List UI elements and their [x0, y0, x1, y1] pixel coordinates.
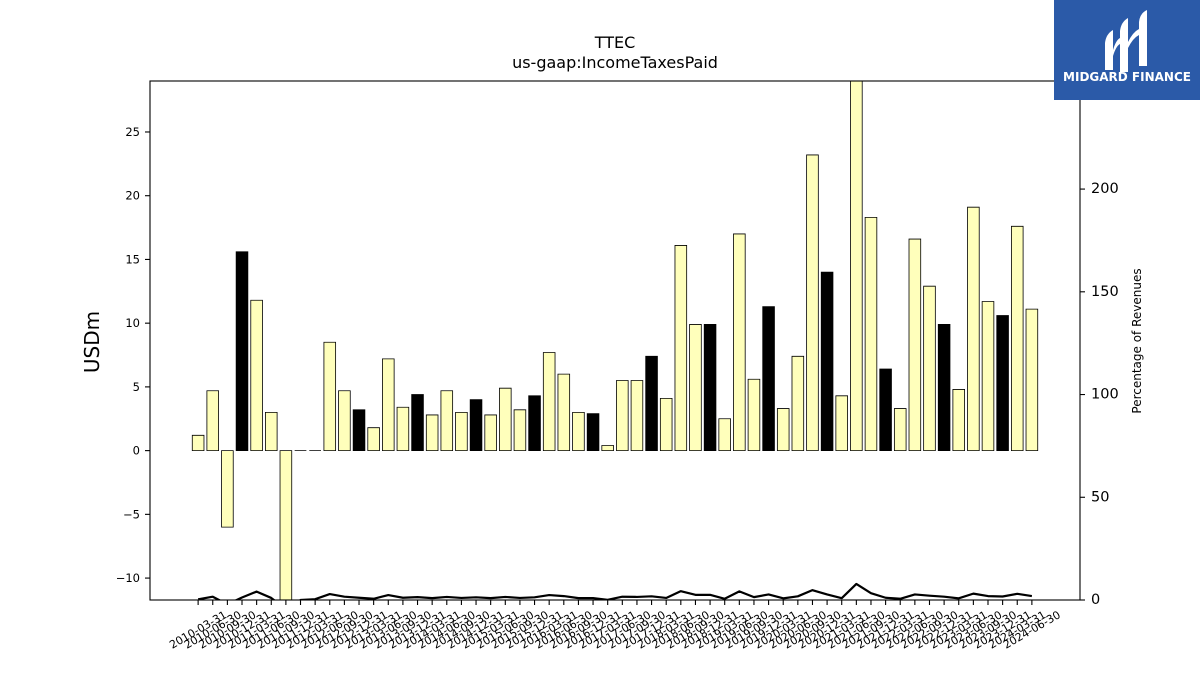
bar — [323, 341, 337, 452]
bar — [776, 408, 790, 452]
y-tick-label: 10 — [125, 316, 140, 330]
bar-series — [191, 81, 1039, 600]
y2-tick-label: 150 — [1091, 284, 1119, 300]
bar — [425, 414, 439, 452]
logo-mark-icon — [1105, 10, 1147, 72]
y-tick-label: −10 — [116, 571, 140, 585]
bar — [630, 380, 644, 452]
bar — [191, 434, 205, 452]
bar — [572, 411, 585, 452]
chart-subtitle: us-gaap:IncomeTaxesPaid — [512, 53, 718, 72]
bar — [616, 380, 629, 452]
chart-title: TTEC — [594, 33, 636, 52]
bar — [791, 355, 805, 452]
bar — [1011, 225, 1024, 452]
bar — [352, 409, 366, 452]
bar — [850, 81, 863, 452]
bar — [338, 390, 351, 452]
bar — [864, 216, 878, 452]
y-tick-label: 20 — [125, 189, 140, 203]
bar — [411, 394, 424, 452]
y2-axis-label: Percentage of Revenues — [1130, 268, 1144, 413]
bar — [967, 206, 980, 452]
y-tick-label: 0 — [133, 444, 140, 458]
bar — [440, 390, 454, 452]
bar — [893, 408, 907, 452]
bar — [923, 285, 936, 452]
bar — [762, 306, 775, 452]
bar — [499, 387, 512, 452]
bar — [513, 409, 527, 452]
bar — [557, 373, 571, 452]
y-axis-right: 0 50 100 150 200 — [1080, 181, 1119, 608]
bar — [542, 352, 556, 452]
bar — [747, 378, 761, 452]
bar — [820, 271, 834, 452]
logo-text: MIDGARD FINANCE — [1063, 70, 1191, 84]
y2-tick-label: 200 — [1091, 181, 1119, 197]
bar — [674, 245, 688, 452]
bar — [221, 450, 234, 528]
bar — [996, 315, 1009, 452]
logo: MIDGARD FINANCE — [1054, 0, 1200, 100]
bar — [718, 418, 731, 452]
y-axis-label: USDm — [80, 311, 104, 373]
bar — [733, 233, 746, 452]
bar — [382, 358, 395, 452]
y2-tick-label: 100 — [1091, 387, 1119, 403]
bar — [265, 411, 278, 452]
x-axis: 2010-03-312010-06-302010-09-302010-12-31… — [167, 600, 1063, 652]
bar — [835, 395, 848, 452]
y-tick-label: −5 — [123, 507, 140, 521]
bar — [952, 389, 965, 452]
bar — [367, 427, 380, 452]
bar — [601, 445, 614, 452]
bar — [908, 238, 922, 452]
bar — [689, 324, 702, 452]
plot-frame — [149, 80, 1081, 601]
bar — [250, 299, 263, 452]
bar — [645, 355, 658, 452]
y-tick-label: 25 — [125, 125, 140, 139]
y-tick-label: 5 — [133, 380, 140, 394]
bar — [879, 368, 892, 452]
bar — [396, 406, 410, 452]
bar — [806, 154, 819, 452]
bar — [279, 450, 293, 600]
bar — [206, 390, 220, 452]
percentage-line-series — [197, 582, 1033, 600]
y2-tick-label: 50 — [1091, 489, 1109, 505]
bar — [235, 251, 249, 452]
bar — [981, 301, 995, 452]
bar — [703, 324, 717, 452]
bar — [1025, 308, 1039, 452]
bar — [659, 397, 673, 452]
bar — [937, 324, 951, 452]
bar — [484, 414, 497, 452]
bar — [469, 399, 483, 452]
y2-tick-label: 0 — [1091, 592, 1100, 608]
y-axis-left: −10 −5 0 5 10 15 20 25 — [116, 125, 150, 585]
y-tick-label: 15 — [125, 252, 140, 266]
bar — [528, 395, 541, 452]
bar — [586, 413, 600, 452]
percentage-line — [197, 582, 1033, 600]
bar — [455, 411, 468, 452]
